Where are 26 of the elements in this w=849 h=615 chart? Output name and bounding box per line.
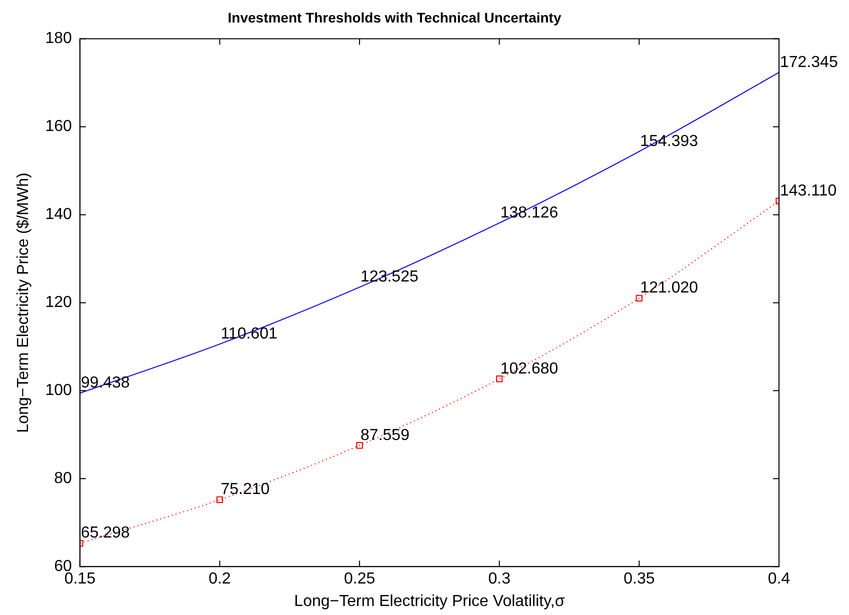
x-tick-label: 0.35 [624, 570, 655, 588]
data-label: 75.210 [220, 481, 270, 498]
y-axis-title: Long−Term Electricity Price ($/MWh) [15, 172, 32, 433]
x-tick-label: 0.3 [488, 570, 511, 588]
point [356, 442, 363, 449]
x-tick-label: 0.25 [344, 570, 376, 588]
point [216, 496, 224, 504]
y-tick-label: 180 [45, 30, 72, 48]
y-tick-label: 100 [45, 382, 72, 400]
y-tick-label: 120 [45, 294, 72, 312]
y-tick-label: 80 [54, 470, 72, 488]
data-label: 172.345 [780, 54, 838, 71]
data-label: 143.110 [780, 182, 837, 200]
y-tick-label: 160 [45, 118, 72, 136]
data-label: 65.298 [80, 524, 130, 542]
chart-title: Investment Thresholds with Technical Uncertainty [228, 9, 562, 26]
data-label: 102.680 [500, 360, 558, 378]
y-tick-label: 140 [45, 206, 72, 224]
x-tick-label: 0.4 [768, 570, 790, 588]
line-series [80, 72, 779, 394]
data-label: 87.559 [360, 426, 410, 444]
x-axis-title: Long−Term Electricity Price Volatility,σ [294, 592, 565, 610]
data-label: 121.020 [640, 280, 698, 297]
x-tick-label: 0.2 [208, 570, 231, 588]
point [496, 376, 503, 382]
point [636, 294, 643, 302]
